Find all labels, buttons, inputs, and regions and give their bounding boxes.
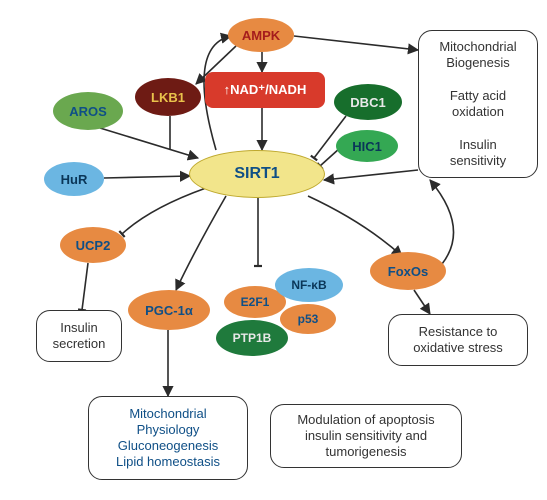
node-pgc1a: PGC-1α bbox=[128, 290, 210, 330]
edge bbox=[308, 196, 402, 256]
edge bbox=[100, 128, 198, 158]
node-nfkb: NF-κB bbox=[275, 268, 343, 302]
edge bbox=[176, 196, 226, 290]
node-hic1: HIC1 bbox=[336, 130, 398, 162]
node-tb_ins: Insulin secretion bbox=[36, 310, 122, 362]
edge bbox=[122, 188, 206, 234]
node-dbc1: DBC1 bbox=[334, 84, 402, 120]
edge bbox=[294, 36, 418, 50]
node-hur: HuR bbox=[44, 162, 104, 196]
node-tb_res: Resistance to oxidative stress bbox=[388, 314, 528, 366]
node-ptp1b: PTP1B bbox=[216, 320, 288, 356]
node-tb_phys: Mitochondrial Physiology Gluconeogenesis… bbox=[88, 396, 248, 480]
node-lkb1: LKB1 bbox=[135, 78, 201, 116]
node-tb_mod: Modulation of apoptosis insulin sensitiv… bbox=[270, 404, 462, 468]
diagram-canvas: AMPK LKB1 AROS ↑NAD⁺/NADHDBC1 HIC1 SIRT1 HuR UC… bbox=[0, 0, 547, 500]
node-aros: AROS bbox=[53, 92, 123, 130]
node-tb_mito: Mitochondrial Biogenesis Fatty acid oxid… bbox=[418, 30, 538, 178]
edge bbox=[414, 290, 430, 314]
edge bbox=[82, 263, 88, 310]
edge bbox=[324, 170, 418, 180]
node-ucp2: UCP2 bbox=[60, 227, 126, 263]
node-ampk: AMPK bbox=[228, 18, 294, 52]
node-foxos: FoxOs bbox=[370, 252, 446, 290]
edge bbox=[430, 180, 454, 264]
edge bbox=[104, 176, 190, 178]
node-sirt1: SIRT1 bbox=[189, 150, 325, 198]
node-nad: ↑NAD⁺/NADH bbox=[205, 72, 325, 108]
node-p53: p53 bbox=[280, 304, 336, 334]
